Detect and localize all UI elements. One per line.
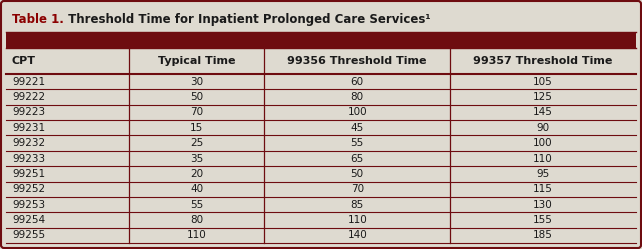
Text: 20: 20 xyxy=(190,169,203,179)
Text: 130: 130 xyxy=(534,200,553,210)
Text: 80: 80 xyxy=(190,215,203,225)
Text: 99357 Threshold Time: 99357 Threshold Time xyxy=(473,56,612,66)
Text: 99222: 99222 xyxy=(12,92,45,102)
Text: 115: 115 xyxy=(533,184,553,194)
Text: 155: 155 xyxy=(533,215,553,225)
Text: 99356 Threshold Time: 99356 Threshold Time xyxy=(288,56,427,66)
Text: 45: 45 xyxy=(351,123,364,133)
Text: 99254: 99254 xyxy=(12,215,45,225)
Text: Table 1.: Table 1. xyxy=(12,12,64,25)
Text: 60: 60 xyxy=(351,77,364,87)
Text: 35: 35 xyxy=(190,153,204,164)
Text: Typical Time: Typical Time xyxy=(158,56,236,66)
Text: CPT: CPT xyxy=(12,56,36,66)
Text: 30: 30 xyxy=(190,77,203,87)
Text: 99231: 99231 xyxy=(12,123,45,133)
Text: 110: 110 xyxy=(347,215,367,225)
Text: 99232: 99232 xyxy=(12,138,45,148)
Text: Threshold Time for Inpatient Prolonged Care Services¹: Threshold Time for Inpatient Prolonged C… xyxy=(64,12,431,25)
Text: 125: 125 xyxy=(533,92,553,102)
Text: 65: 65 xyxy=(351,153,364,164)
Text: 15: 15 xyxy=(190,123,204,133)
Text: 85: 85 xyxy=(351,200,364,210)
Text: 55: 55 xyxy=(190,200,204,210)
Text: 99252: 99252 xyxy=(12,184,45,194)
Text: 110: 110 xyxy=(534,153,553,164)
Text: 99251: 99251 xyxy=(12,169,45,179)
Text: 99223: 99223 xyxy=(12,107,45,118)
Text: 70: 70 xyxy=(190,107,203,118)
Text: 110: 110 xyxy=(187,230,207,240)
Text: 50: 50 xyxy=(190,92,203,102)
Text: 25: 25 xyxy=(190,138,204,148)
Text: 40: 40 xyxy=(190,184,203,194)
Text: 105: 105 xyxy=(534,77,553,87)
Text: 100: 100 xyxy=(347,107,367,118)
Text: 90: 90 xyxy=(537,123,550,133)
Text: 99233: 99233 xyxy=(12,153,45,164)
Text: 145: 145 xyxy=(533,107,553,118)
Text: 99221: 99221 xyxy=(12,77,45,87)
Text: 99253: 99253 xyxy=(12,200,45,210)
Text: 50: 50 xyxy=(351,169,364,179)
Text: 100: 100 xyxy=(534,138,553,148)
Bar xyxy=(6,32,636,48)
Text: 140: 140 xyxy=(347,230,367,240)
Text: 80: 80 xyxy=(351,92,364,102)
Text: 185: 185 xyxy=(533,230,553,240)
Text: 95: 95 xyxy=(537,169,550,179)
Text: 99255: 99255 xyxy=(12,230,45,240)
Text: 55: 55 xyxy=(351,138,364,148)
Text: 70: 70 xyxy=(351,184,364,194)
